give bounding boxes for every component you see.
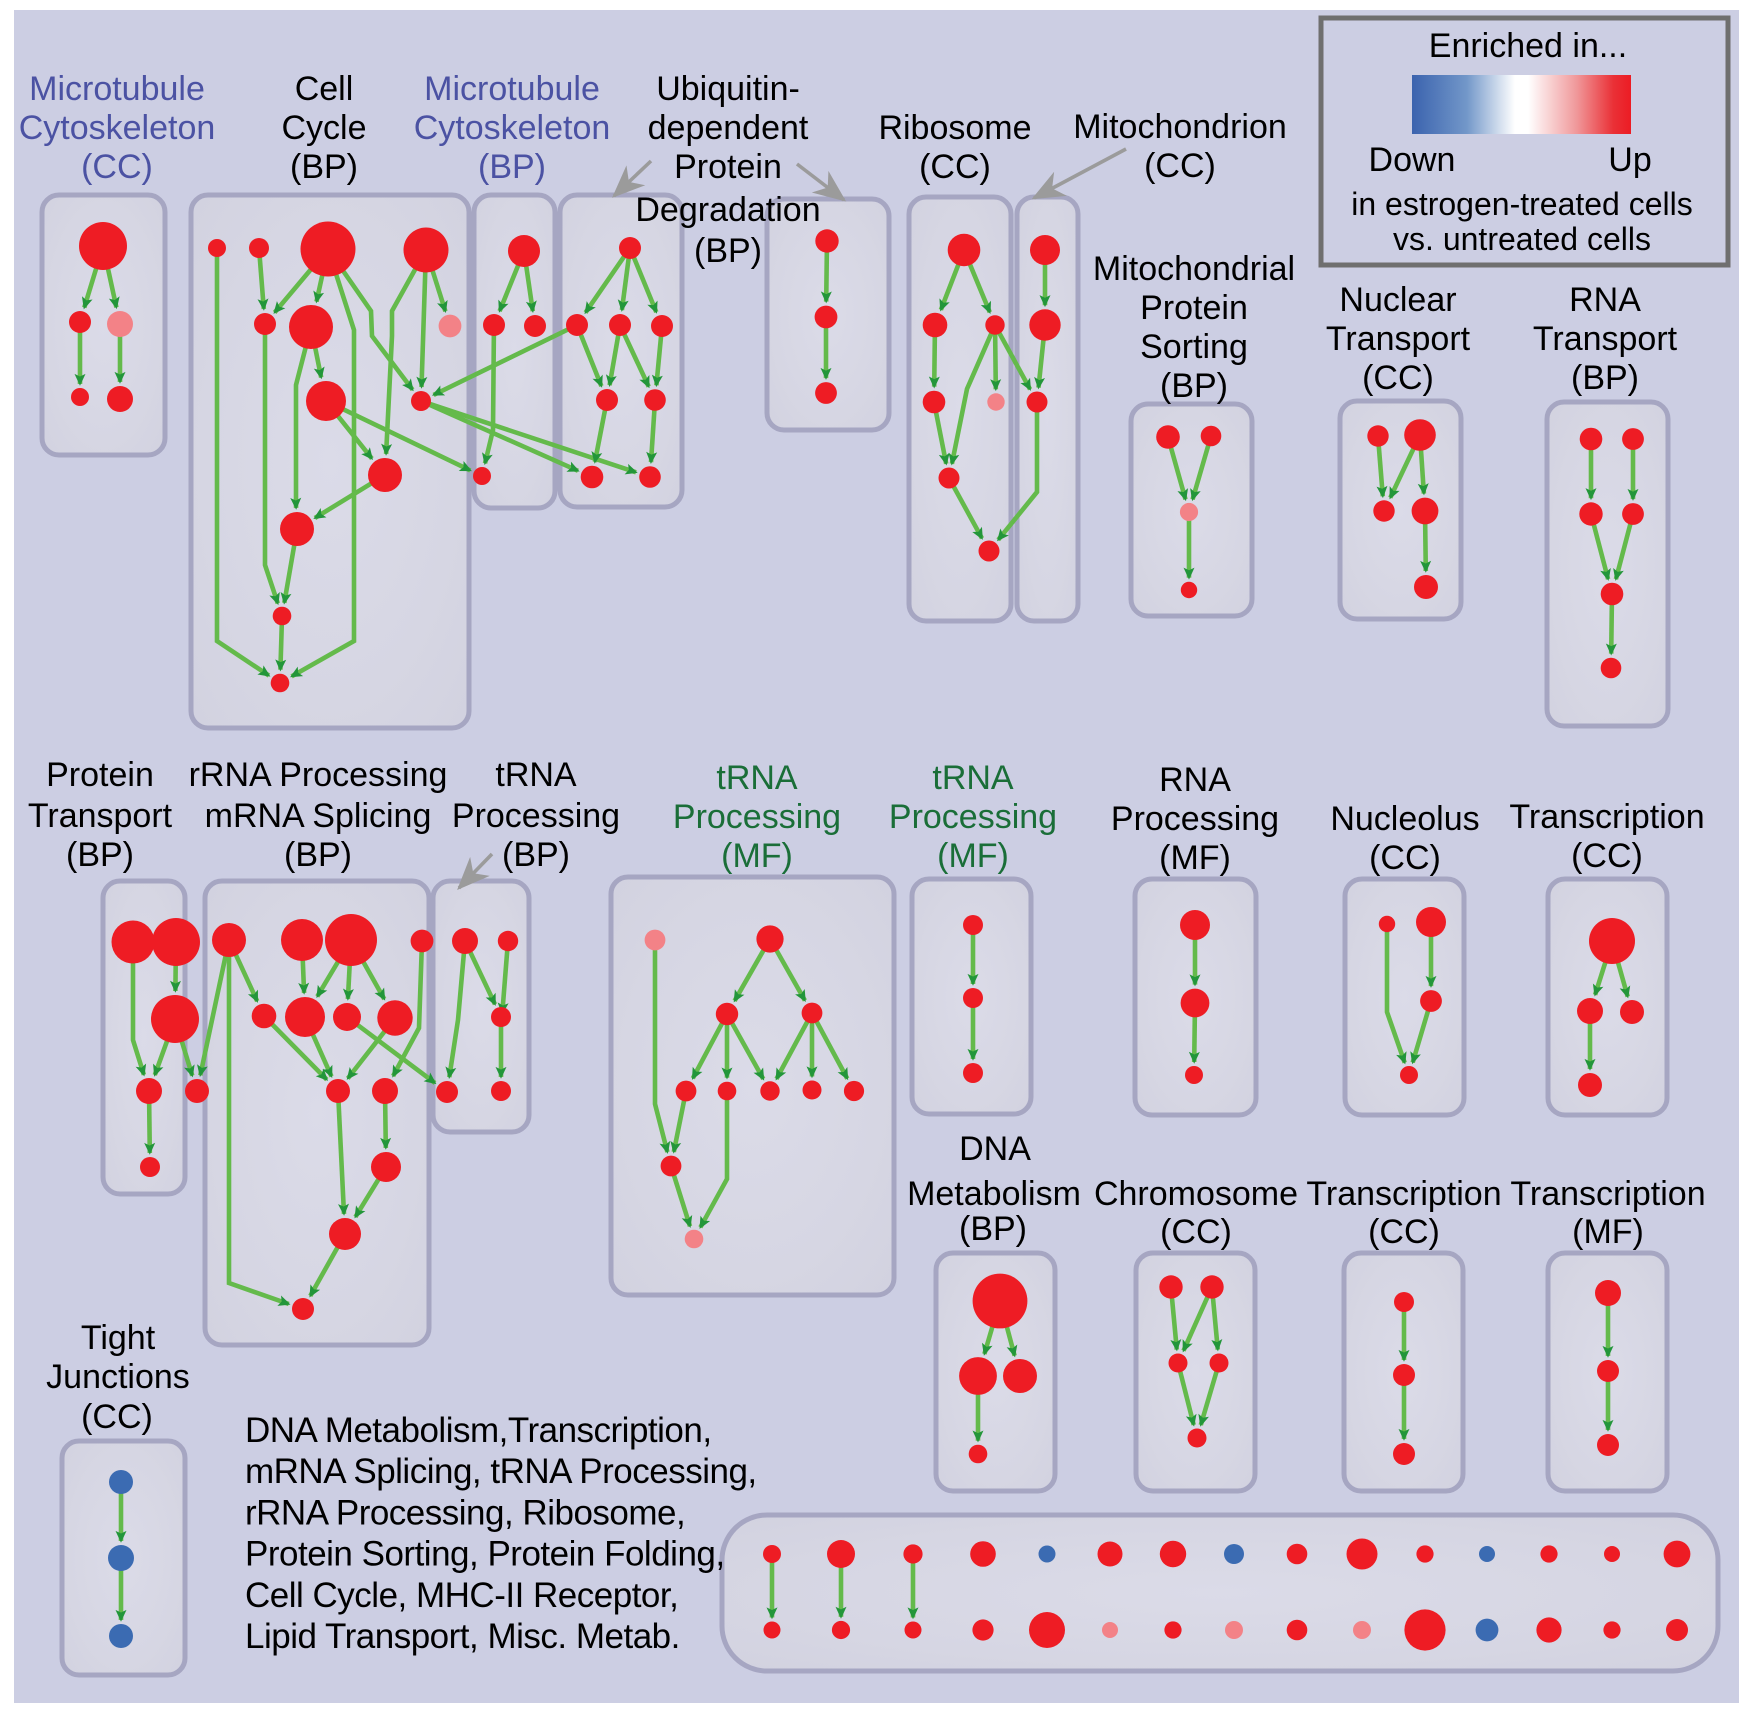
svg-text:Sorting: Sorting: [1140, 328, 1248, 366]
svg-text:Ribosome: Ribosome: [878, 109, 1031, 147]
svg-text:Enriched in...: Enriched in...: [1429, 27, 1627, 65]
svg-text:Mitochondrial: Mitochondrial: [1093, 250, 1295, 288]
svg-text:Down: Down: [1369, 141, 1456, 179]
svg-text:(MF): (MF): [1572, 1213, 1644, 1251]
svg-text:Chromosome: Chromosome: [1094, 1175, 1298, 1213]
svg-text:DNA Metabolism,Transcription,: DNA Metabolism,Transcription,: [245, 1411, 712, 1450]
svg-text:Tight: Tight: [81, 1319, 156, 1357]
svg-text:(CC): (CC): [1144, 147, 1216, 185]
svg-text:Processing: Processing: [673, 798, 841, 836]
svg-text:(CC): (CC): [1368, 1213, 1440, 1251]
svg-text:Metabolism: Metabolism: [907, 1175, 1081, 1213]
svg-text:in estrogen-treated cells: in estrogen-treated cells: [1351, 186, 1693, 222]
svg-text:rRNA Processing: rRNA Processing: [189, 756, 448, 794]
svg-text:(CC): (CC): [81, 148, 153, 186]
svg-text:Transport: Transport: [1533, 320, 1678, 358]
svg-text:RNA: RNA: [1159, 761, 1231, 799]
svg-text:tRNA: tRNA: [495, 756, 577, 794]
svg-text:(CC): (CC): [1362, 359, 1434, 397]
svg-text:Up: Up: [1608, 141, 1651, 179]
svg-text:(BP): (BP): [959, 1210, 1027, 1248]
svg-text:(BP): (BP): [1160, 367, 1228, 405]
svg-text:Transcription: Transcription: [1510, 1175, 1705, 1213]
svg-text:Cell Cycle, MHC-II Receptor,: Cell Cycle, MHC-II Receptor,: [245, 1576, 678, 1615]
svg-text:(BP): (BP): [478, 148, 546, 186]
svg-text:Nucleolus: Nucleolus: [1330, 800, 1479, 838]
svg-text:Protein: Protein: [1140, 289, 1248, 327]
svg-text:Cell: Cell: [295, 70, 354, 108]
svg-text:tRNA: tRNA: [716, 759, 798, 797]
svg-text:(BP): (BP): [1571, 359, 1639, 397]
svg-text:Degradation: Degradation: [635, 191, 820, 229]
svg-text:mRNA Splicing, tRNA Processing: mRNA Splicing, tRNA Processing,: [245, 1452, 757, 1491]
svg-text:(BP): (BP): [502, 836, 570, 874]
svg-text:Processing: Processing: [889, 798, 1057, 836]
svg-text:(BP): (BP): [284, 836, 352, 874]
svg-text:Transport: Transport: [28, 797, 173, 835]
svg-text:Protein: Protein: [674, 148, 782, 186]
svg-text:rRNA Processing, Ribosome,: rRNA Processing, Ribosome,: [245, 1493, 685, 1532]
svg-text:(BP): (BP): [290, 148, 358, 186]
svg-text:Transport: Transport: [1326, 320, 1471, 358]
svg-text:Microtubule: Microtubule: [29, 70, 205, 108]
svg-text:(CC): (CC): [1160, 1213, 1232, 1251]
svg-text:(CC): (CC): [81, 1398, 153, 1436]
svg-text:(MF): (MF): [1159, 839, 1231, 877]
svg-text:RNA: RNA: [1569, 281, 1641, 319]
svg-text:(BP): (BP): [694, 232, 762, 270]
svg-text:Protein Sorting, Protein Foldi: Protein Sorting, Protein Folding,: [245, 1535, 725, 1574]
svg-text:(BP): (BP): [66, 836, 134, 874]
svg-text:Processing: Processing: [1111, 800, 1279, 838]
svg-text:dependent: dependent: [648, 109, 809, 147]
svg-text:Lipid Transport, Misc. Metab.: Lipid Transport, Misc. Metab.: [245, 1617, 680, 1656]
svg-text:(CC): (CC): [919, 148, 991, 186]
svg-text:Cytoskeleton: Cytoskeleton: [19, 109, 216, 147]
svg-text:Cycle: Cycle: [281, 109, 366, 147]
svg-text:Transcription: Transcription: [1509, 798, 1704, 836]
svg-text:Microtubule: Microtubule: [424, 70, 600, 108]
svg-text:Ubiquitin-: Ubiquitin-: [656, 70, 800, 108]
svg-text:(MF): (MF): [721, 837, 793, 875]
svg-text:(MF): (MF): [937, 837, 1009, 875]
svg-text:Transcription: Transcription: [1306, 1175, 1501, 1213]
svg-text:tRNA: tRNA: [932, 759, 1014, 797]
svg-text:(CC): (CC): [1369, 839, 1441, 877]
svg-text:mRNA Splicing: mRNA Splicing: [205, 797, 432, 835]
svg-text:Processing: Processing: [452, 797, 620, 835]
svg-text:DNA: DNA: [959, 1130, 1031, 1168]
svg-text:Junctions: Junctions: [46, 1358, 190, 1396]
svg-text:Cytoskeleton: Cytoskeleton: [414, 109, 611, 147]
svg-text:(CC): (CC): [1571, 837, 1643, 875]
svg-text:Protein: Protein: [46, 756, 154, 794]
svg-text:Nuclear: Nuclear: [1339, 281, 1456, 319]
svg-text:Mitochondrion: Mitochondrion: [1073, 108, 1287, 146]
svg-text:vs. untreated cells: vs. untreated cells: [1393, 221, 1651, 257]
